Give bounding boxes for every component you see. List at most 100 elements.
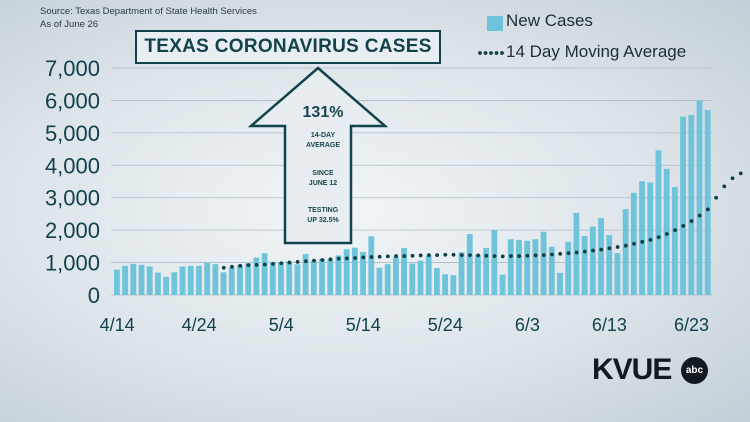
x-tick-label: 4/14 (100, 315, 135, 335)
average-point (509, 254, 513, 258)
bar (245, 263, 252, 295)
average-point (353, 256, 357, 260)
y-tick-label: 7,000 (45, 56, 100, 81)
bar (130, 263, 137, 295)
bar (581, 235, 588, 295)
average-point (254, 262, 259, 267)
y-tick-label: 4,000 (45, 153, 100, 178)
bar (466, 234, 473, 295)
x-tick-label: 4/24 (182, 315, 217, 335)
bars (114, 100, 711, 296)
bar (598, 218, 604, 295)
average-point (599, 247, 604, 252)
bar (401, 247, 407, 295)
average-point (476, 253, 481, 258)
average-point (361, 255, 366, 260)
chart-title: TEXAS CORONAVIRUS CASES (135, 30, 441, 64)
bar (499, 274, 506, 295)
bar (606, 235, 613, 295)
average-point (558, 251, 563, 256)
arrow-line-5: TESTING (307, 207, 339, 214)
average-point (697, 213, 702, 218)
bar (392, 256, 399, 295)
bar (212, 264, 219, 295)
average-point (271, 261, 275, 266)
bar (458, 252, 465, 295)
bar (335, 255, 342, 295)
average-point (738, 171, 743, 176)
average-point (385, 254, 390, 259)
y-tick-label: 0 (88, 283, 100, 308)
bar (483, 247, 490, 295)
kvue-logo: KVUE (592, 353, 672, 386)
average-point (673, 228, 677, 233)
bar (475, 254, 481, 295)
bar (278, 262, 284, 295)
source-text: Source: Texas Department of State Health… (40, 6, 257, 17)
average-point (632, 241, 636, 246)
bar (146, 266, 153, 295)
average-point (402, 254, 407, 258)
average-point (336, 256, 341, 261)
average-point (591, 248, 595, 253)
average-point (541, 253, 546, 258)
bar (704, 110, 711, 296)
average-point (705, 207, 710, 212)
average-point (714, 195, 719, 200)
bar (516, 239, 522, 295)
y-axis-labels: 0 1,000 2,000 3,000 4,000 5,000 6,000 7,000 (45, 56, 100, 308)
bar (532, 239, 539, 295)
average-point (525, 253, 530, 258)
arrow-line-3: SINCE (312, 170, 334, 177)
legend-swatch-dot (500, 51, 504, 55)
average-point (344, 256, 349, 261)
y-tick-label: 2,000 (45, 218, 100, 243)
average-point (689, 219, 694, 223)
bar (114, 269, 120, 295)
x-tick-label: 6/3 (515, 315, 540, 335)
average-point (287, 260, 292, 265)
bar (671, 187, 678, 295)
bar (376, 267, 383, 295)
average-point (451, 252, 456, 257)
legend-swatch-dot (494, 51, 499, 55)
bar (261, 253, 268, 295)
x-tick-label: 6/13 (592, 315, 627, 335)
average-point (369, 255, 374, 259)
bar (286, 261, 293, 295)
average-point (468, 253, 472, 258)
bar (319, 258, 325, 295)
bar (540, 231, 547, 295)
average-point (320, 258, 325, 262)
arrow-line-1: 14-DAY (310, 132, 336, 139)
bar (196, 265, 202, 295)
bar (442, 274, 449, 295)
bar (269, 261, 276, 295)
x-tick-label: 6/23 (674, 315, 709, 335)
bar (253, 257, 260, 295)
average-point (648, 237, 653, 242)
average-point (418, 253, 423, 258)
average-point (607, 246, 612, 251)
bar (155, 272, 161, 295)
x-tick-label: 5/4 (269, 315, 294, 335)
legend-marks (478, 16, 504, 55)
x-tick-label: 5/24 (428, 315, 463, 335)
bar (360, 251, 366, 295)
bar (409, 263, 416, 295)
y-tick-label: 6,000 (45, 88, 100, 113)
average-point (303, 259, 308, 264)
average-point (615, 245, 620, 249)
legend-swatch-dot (483, 51, 488, 55)
arrow-line-6: UP 32.5% (307, 217, 339, 224)
bar (557, 272, 563, 295)
average-point (221, 265, 226, 270)
bar (680, 116, 686, 296)
average-point (427, 253, 431, 258)
bar (368, 236, 375, 295)
bar (565, 241, 572, 295)
average-point (533, 253, 538, 258)
average-point (279, 261, 284, 266)
bar (548, 246, 555, 295)
